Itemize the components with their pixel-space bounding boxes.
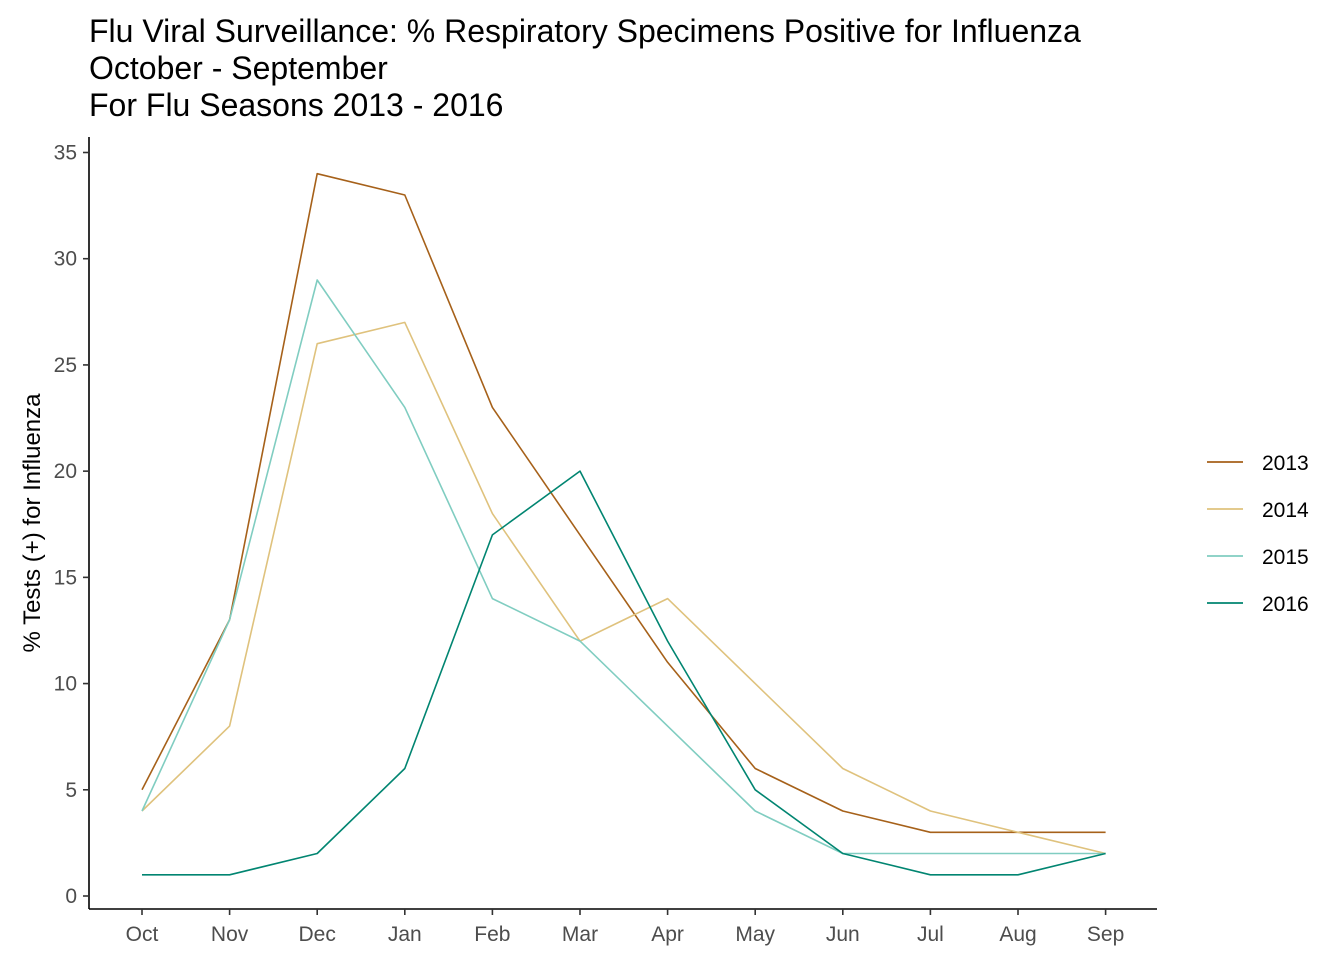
series-line-2014 <box>141 321 1106 855</box>
x-tick-label: Mar <box>562 923 598 946</box>
x-tick-label: Aug <box>999 923 1036 946</box>
legend-label-2013: 2013 <box>1262 452 1309 475</box>
title-line-3: For Flu Seasons 2013 - 2016 <box>89 87 503 123</box>
series-lines <box>141 172 1106 876</box>
series-line-2016 <box>142 470 1106 876</box>
x-tick-label: Sep <box>1087 923 1124 946</box>
x-tick-label: Apr <box>651 923 684 946</box>
x-tick-label: Jul <box>917 923 944 946</box>
x-tick-label: Nov <box>211 923 249 946</box>
series-line-2013 <box>141 172 1106 834</box>
y-tick-label: 15 <box>54 566 77 589</box>
series-line-2015 <box>141 279 1106 855</box>
chart-title: Flu Viral Surveillance: % Respiratory Sp… <box>89 13 1081 123</box>
y-tick-label: 20 <box>54 460 77 483</box>
x-tick-label: Jan <box>388 923 422 946</box>
y-tick-label: 30 <box>54 248 77 271</box>
y-tick-label: 10 <box>54 673 77 696</box>
x-tick-label: Jun <box>826 923 860 946</box>
x-tick-label: Feb <box>474 923 510 946</box>
plot-area: 0 5 10 15 20 25 30 35 Oct Nov Dec Jan Feb Mar Apr May J… <box>54 137 1157 946</box>
y-axis-title: % Tests (+) for Influenza <box>19 393 46 653</box>
y-tick-label: 5 <box>65 779 77 802</box>
legend-label-2015: 2015 <box>1262 546 1309 569</box>
x-tick-label: Oct <box>126 923 159 946</box>
title-line-2: October - September <box>89 50 388 86</box>
y-tick-label: 35 <box>54 142 77 165</box>
x-axis-ticks: Oct Nov Dec Jan Feb Mar Apr May Jun Jul Aug Sep <box>126 909 1124 946</box>
x-tick-label: May <box>735 923 775 946</box>
legend-label-2014: 2014 <box>1262 499 1309 522</box>
legend-label-2016: 2016 <box>1262 593 1309 616</box>
y-tick-label: 25 <box>54 354 77 377</box>
legend: 2013 2014 2015 2016 <box>1207 452 1309 616</box>
y-axis-ticks: 0 5 10 15 20 25 30 35 <box>54 142 89 908</box>
title-line-1: Flu Viral Surveillance: % Respiratory Sp… <box>89 13 1081 49</box>
y-tick-label: 0 <box>65 885 77 908</box>
x-tick-label: Dec <box>299 923 336 946</box>
